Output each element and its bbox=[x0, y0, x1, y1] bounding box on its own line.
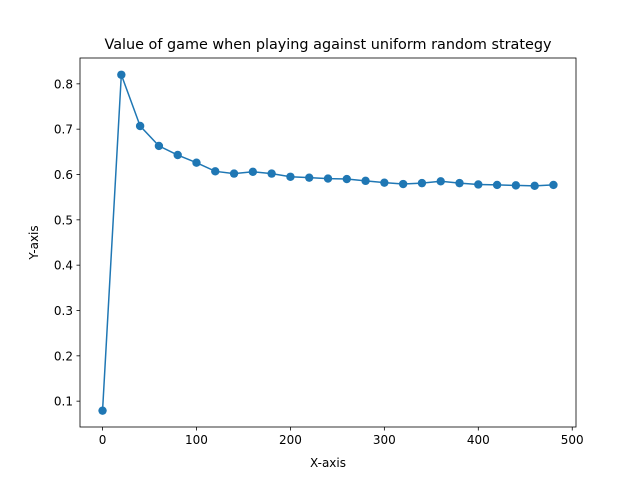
data-point bbox=[549, 180, 558, 190]
data-point bbox=[117, 70, 126, 79]
x-tick-label: 500 bbox=[561, 433, 584, 447]
data-point bbox=[173, 150, 182, 160]
x-tick-label: 0 bbox=[99, 433, 107, 447]
x-tick-label: 400 bbox=[467, 433, 490, 447]
y-tick-label: 0.8 bbox=[54, 77, 73, 91]
data-point bbox=[267, 169, 276, 178]
data-point bbox=[135, 121, 145, 131]
chart-title: Value of game when playing against unifo… bbox=[104, 37, 552, 53]
axes-frame bbox=[79, 57, 577, 428]
y-tick-label: 0.6 bbox=[54, 168, 73, 182]
data-point bbox=[229, 169, 239, 178]
data-point bbox=[154, 141, 164, 151]
data-point bbox=[361, 176, 370, 186]
data-point bbox=[286, 172, 295, 181]
x-tick-label: 200 bbox=[279, 433, 302, 447]
y-axis-label: Y-axis bbox=[27, 225, 41, 260]
data-point bbox=[248, 167, 258, 176]
data-point bbox=[380, 178, 389, 187]
x-tick-label: 100 bbox=[185, 433, 208, 447]
data-point bbox=[398, 179, 408, 189]
y-tick-label: 0.4 bbox=[54, 259, 73, 273]
data-point bbox=[436, 177, 445, 186]
data-point bbox=[192, 158, 201, 167]
plot-area bbox=[98, 70, 558, 415]
data-point bbox=[455, 178, 464, 188]
y-tick-label: 0.1 bbox=[54, 395, 73, 409]
series-line bbox=[101, 74, 554, 411]
y-tick-label: 0.5 bbox=[54, 213, 73, 227]
data-point bbox=[305, 173, 314, 182]
y-tick-label: 0.2 bbox=[54, 349, 73, 363]
y-tick-label: 0.3 bbox=[54, 304, 73, 318]
axis-ticks: 0 100 200 300 400 500 0.1 0.2 0.3 0.4 0.5 0.6 0.7 0.8 bbox=[54, 77, 584, 447]
data-point bbox=[492, 180, 502, 190]
data-point bbox=[98, 406, 107, 415]
data-point bbox=[474, 180, 483, 189]
data-point bbox=[211, 167, 220, 176]
y-tick-label: 0.7 bbox=[54, 123, 73, 137]
data-point bbox=[530, 181, 539, 191]
x-axis-label: X-axis bbox=[310, 456, 346, 470]
x-tick-label: 300 bbox=[373, 433, 396, 447]
data-point bbox=[323, 174, 333, 183]
data-point bbox=[342, 174, 351, 184]
data-point bbox=[417, 178, 427, 188]
data-point bbox=[511, 181, 521, 190]
